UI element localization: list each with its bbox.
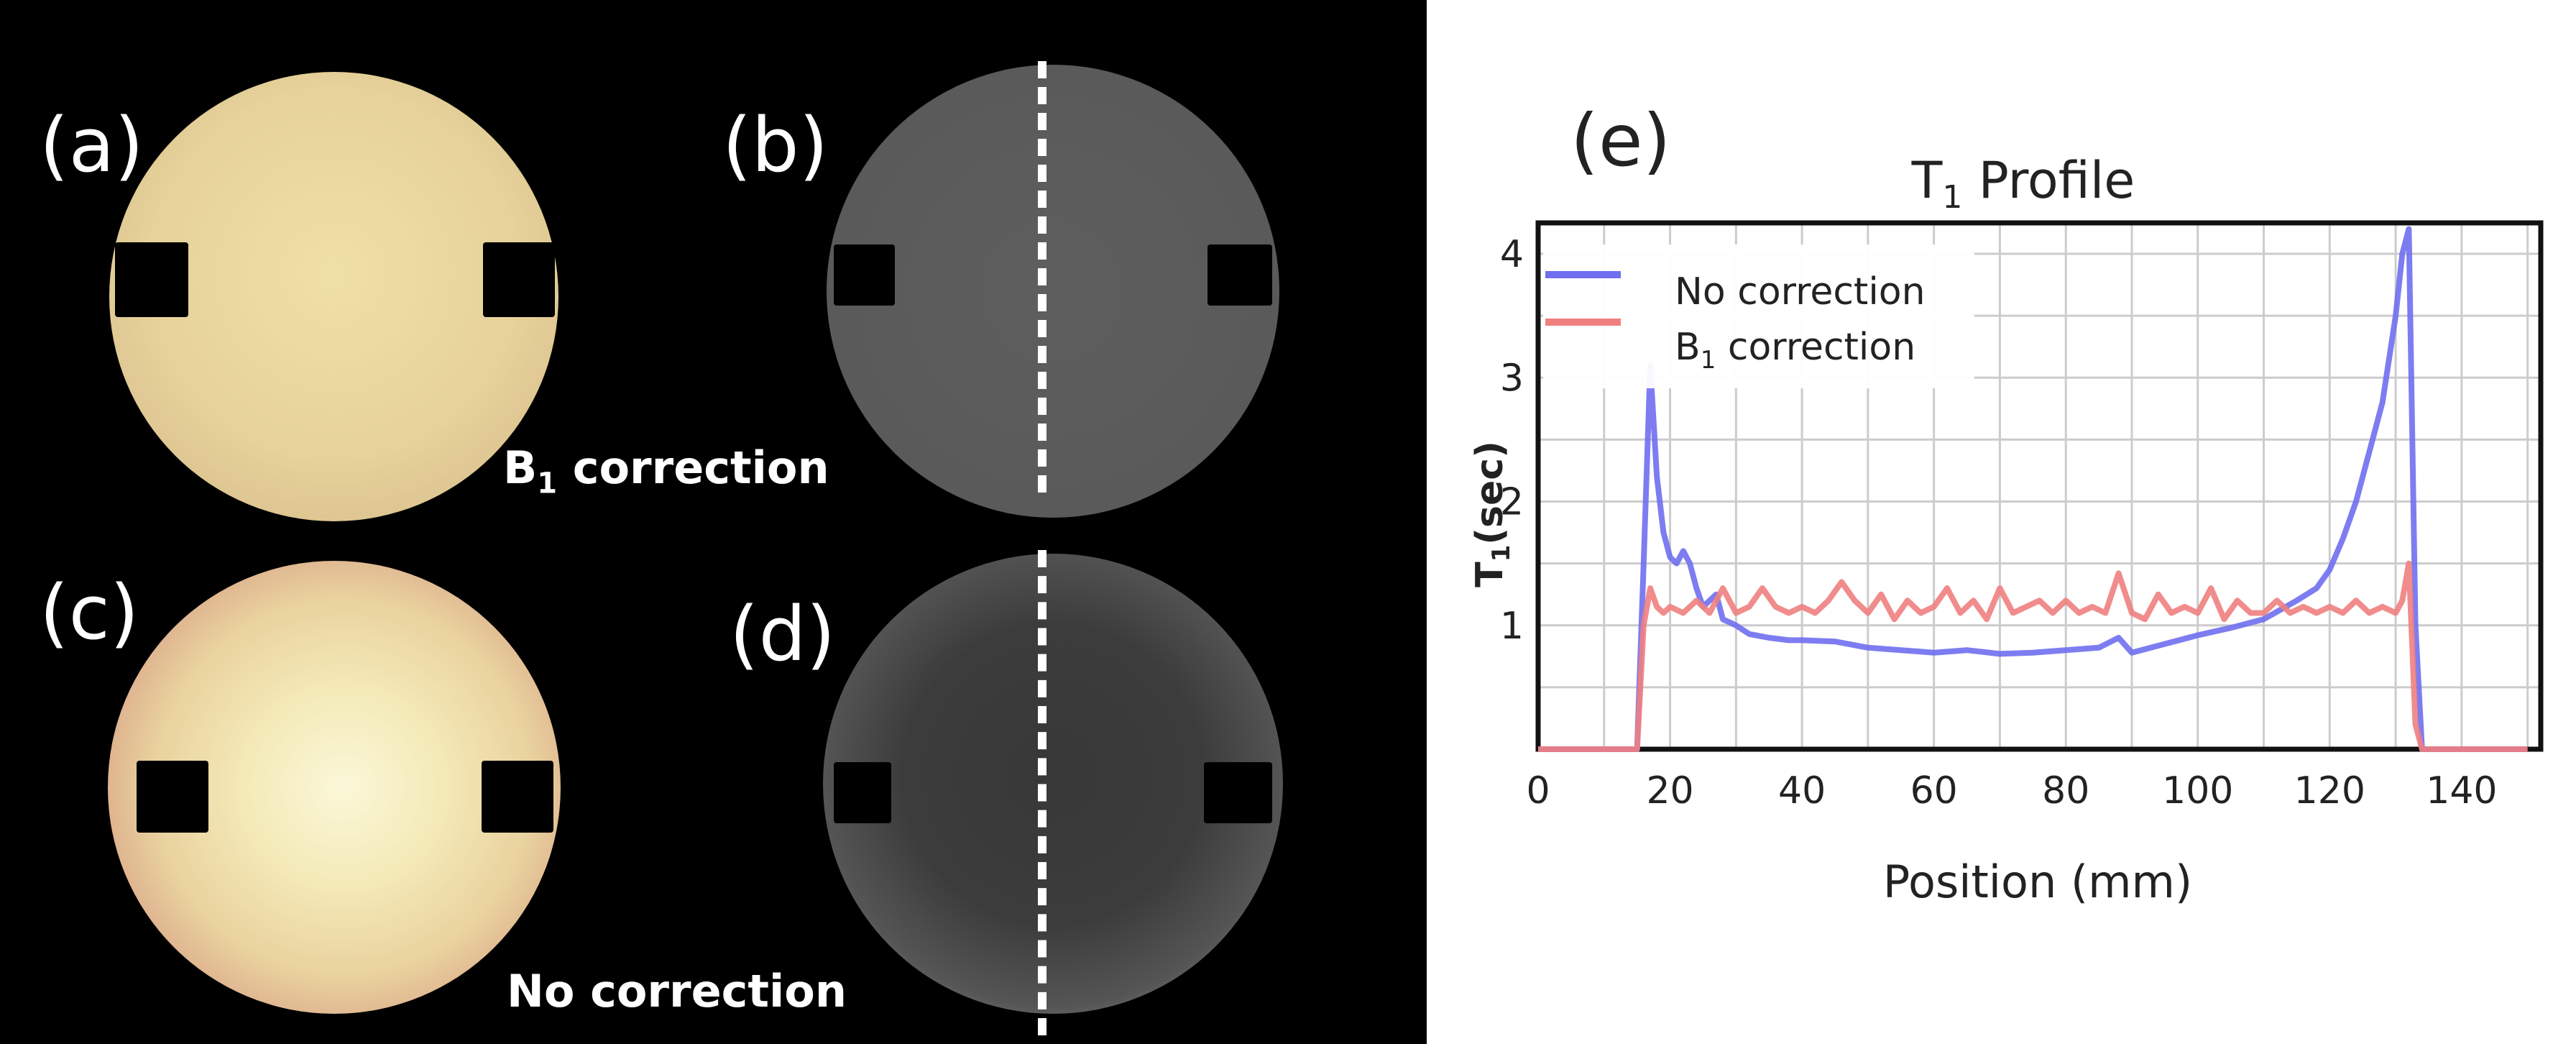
insert-hole [115, 242, 188, 317]
insert-hole [137, 761, 208, 833]
insert-hole [482, 761, 553, 833]
x-tick-label: 80 [2042, 769, 2089, 812]
series-layer [1538, 226, 2528, 752]
legend: No correction B1 correction [1543, 244, 1974, 388]
caption-b1-main: B [503, 441, 538, 494]
tick-labels: 0 20 40 60 80 100 120 140 1 2 3 4 [1500, 233, 2498, 812]
panel-label-b: (b) [722, 101, 829, 189]
x-tick-label: 120 [2294, 769, 2365, 812]
insert-hole [834, 762, 891, 823]
phantom-image-c [108, 561, 561, 1014]
legend-b1-rest: correction [1716, 326, 1915, 369]
chart-title-sub: 1 [1942, 179, 1962, 216]
x-tick-label: 20 [1646, 769, 1693, 812]
mri-image-panels: (a) B1 correction (b) (c) No correction … [0, 0, 1427, 1044]
legend-label-no-correction: No correction [1675, 270, 1926, 313]
x-tick-label: 40 [1778, 769, 1826, 812]
series-line-b1-correction [1538, 560, 2528, 752]
legend-b1-main: B [1675, 326, 1701, 369]
x-tick-label: 140 [2426, 769, 2497, 812]
panel-label-c: (c) [40, 569, 139, 656]
profile-line-b [1038, 61, 1046, 493]
chart-title-rest: Profile [1962, 151, 2135, 210]
panel-label-a: (a) [40, 101, 144, 189]
y-axis-label-sub: 1 [1487, 545, 1516, 562]
x-tick-label: 100 [2162, 769, 2233, 812]
legend-box [1543, 244, 1974, 388]
caption-b1-rest: correction [557, 441, 829, 494]
caption-no-correction: No correction [507, 965, 847, 1017]
insert-hole [1204, 762, 1272, 823]
legend-b1-sub: 1 [1701, 346, 1716, 375]
insert-hole [483, 242, 555, 317]
phantom-image-a [109, 72, 558, 521]
chart-title-main: T [1911, 151, 1943, 210]
y-tick-label: 1 [1500, 605, 1524, 648]
plot-frame [1535, 220, 2544, 752]
caption-b1-correction: B1 correction [503, 446, 829, 498]
y-axis-label-rest: (sec) [1468, 441, 1512, 545]
y-axis-label: T1(sec) [1468, 441, 1516, 587]
insert-hole [834, 244, 895, 306]
x-tick-label: 0 [1526, 769, 1550, 812]
panel-label-e: (e) [1570, 99, 1671, 183]
legend-label-b1-correction: B1 correction [1675, 326, 1915, 375]
phantom-image-b [827, 65, 1279, 518]
phantom-image-d [823, 554, 1283, 1014]
profile-line-d [1038, 550, 1046, 1035]
series-line-no-correction [1538, 226, 2528, 752]
y-tick-label: 4 [1500, 233, 1524, 276]
caption-b1-sub: 1 [537, 467, 558, 500]
y-tick-label: 3 [1500, 357, 1524, 400]
insert-hole [1208, 244, 1272, 306]
x-tick-label: 60 [1910, 769, 1958, 812]
y-axis-label-main: T [1468, 562, 1512, 587]
x-axis-label: Position (mm) [1883, 856, 2192, 908]
chart-title: T1 Profile [1911, 151, 2135, 216]
y-tick-label: 2 [1500, 481, 1524, 524]
panel-label-d: (d) [730, 590, 836, 678]
